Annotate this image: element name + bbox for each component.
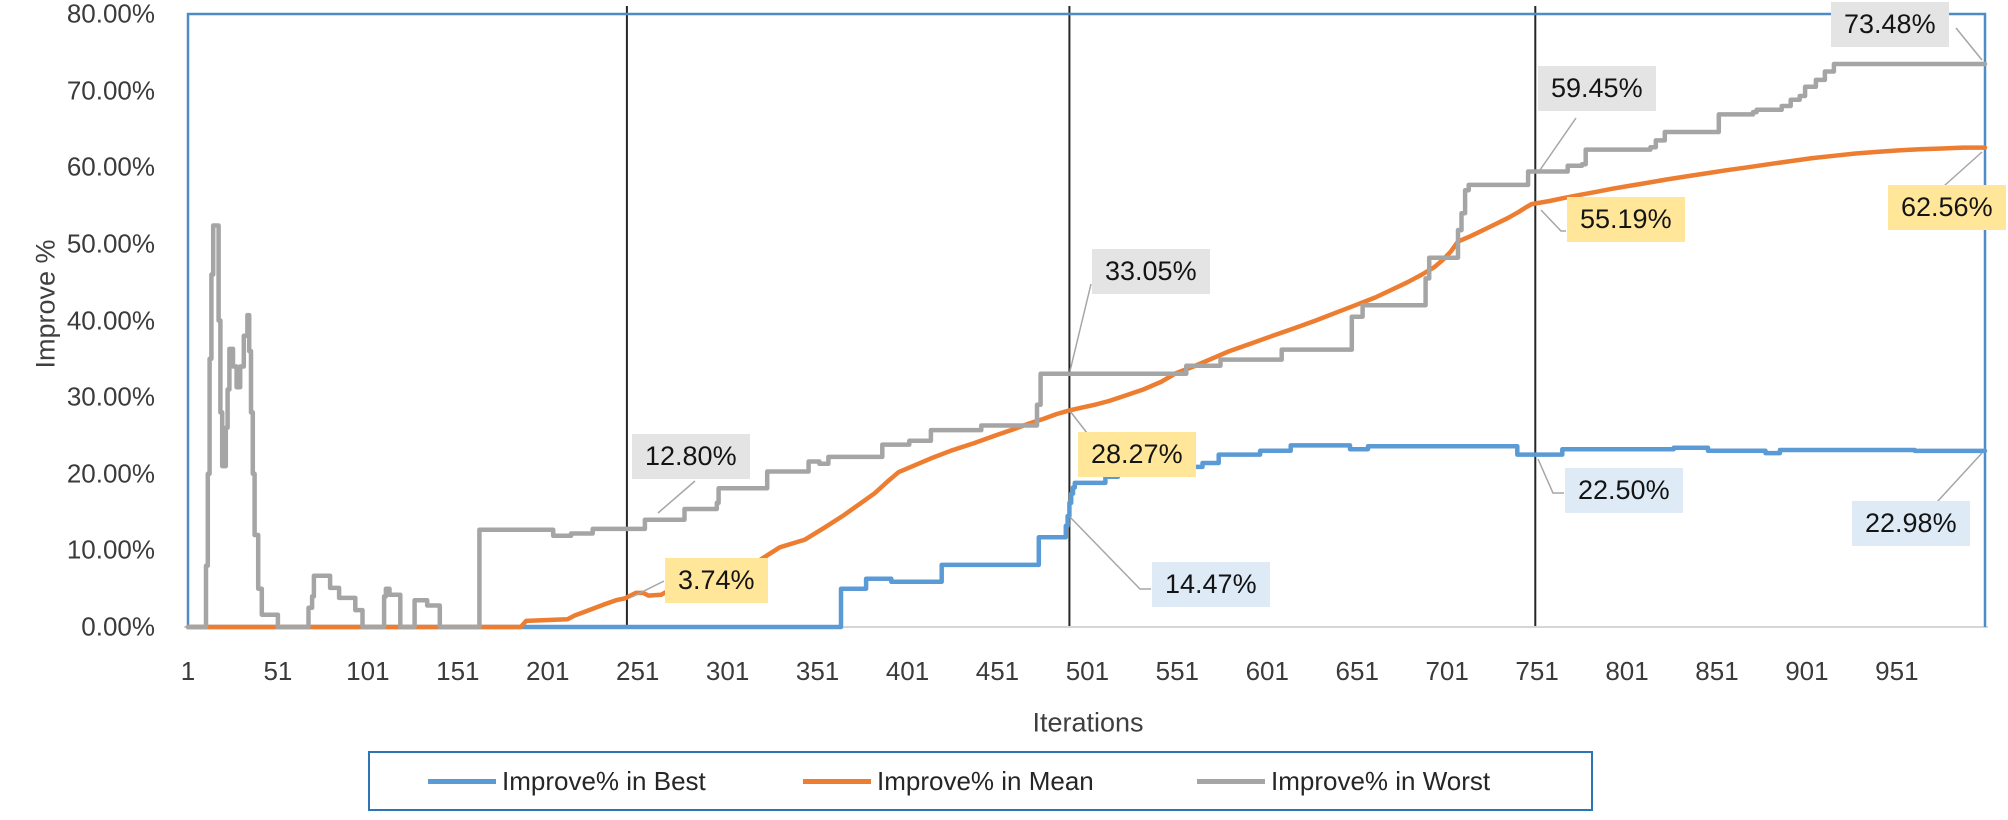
data-callout-label: 73.48%: [1831, 2, 1949, 48]
legend-item: Improve% in Mean: [803, 753, 1094, 809]
legend-label: Improve% in Mean: [877, 765, 1094, 796]
x-tick-label: 601: [1245, 656, 1289, 686]
y-tick-label: 20.00%: [66, 458, 155, 489]
data-callout-label: 59.45%: [1538, 66, 1656, 112]
legend-swatch-worst-line: [1197, 778, 1265, 784]
x-tick-label: 251: [615, 656, 660, 686]
data-callout-label: 22.50%: [1565, 468, 1683, 514]
x-tick-label: 651: [1335, 656, 1379, 686]
x-tick-label: 951: [1875, 656, 1919, 686]
y-tick-label: 30.00%: [66, 381, 155, 412]
y-tick-label: 50.00%: [66, 228, 155, 259]
x-tick-label: 701: [1425, 656, 1469, 686]
x-tick-label: 551: [1155, 656, 1200, 686]
callout-leader-line: [1540, 209, 1566, 232]
data-callout-label: 28.27%: [1078, 432, 1196, 478]
legend-label: Improve% in Worst: [1271, 765, 1491, 796]
legend-label: Improve% in Best: [502, 765, 706, 796]
series-line-improve-in-mean: [185, 145, 1988, 630]
data-callout-label: 55.19%: [1567, 197, 1685, 243]
y-tick-label: 0.00%: [81, 611, 155, 642]
x-tick-label: 901: [1785, 656, 1829, 686]
data-callout-label: 62.56%: [1888, 185, 2006, 231]
y-tick-label: 40.00%: [66, 305, 155, 335]
x-tick-label: 351: [795, 656, 840, 686]
x-tick-label: 501: [1065, 656, 1110, 686]
x-tick-label: 801: [1605, 656, 1649, 686]
callout-leader-line: [1069, 283, 1092, 372]
x-tick-label: 201: [526, 656, 570, 686]
chart-legend: Improve% in Best Improve% in Mean Improve%…: [368, 751, 1593, 811]
callout-leader-line: [1955, 27, 1983, 61]
callout-leader-line: [631, 580, 665, 598]
plot-area-border: [186, 12, 1987, 627]
y-axis-title: Improve %: [30, 239, 61, 369]
x-tick-label: 151: [436, 656, 480, 686]
y-tick-label: 70.00%: [66, 75, 155, 106]
callout-leader-line: [657, 480, 696, 514]
x-tick-label: 1: [180, 656, 196, 686]
callout-leader-line: [1069, 410, 1088, 434]
x-tick-label: 301: [705, 656, 750, 686]
x-tick-label: 851: [1695, 656, 1739, 686]
data-callout-label: 12.80%: [632, 434, 750, 480]
legend-item: Improve% in Worst: [1197, 753, 1490, 809]
legend-swatch-best-line: [428, 778, 496, 784]
series-line-improve-in-worst: [185, 61, 1988, 630]
x-tick-label: 451: [975, 656, 1020, 686]
callout-leader-line: [1936, 452, 1983, 503]
x-axis-title: Iterations: [1032, 707, 1144, 738]
data-callout-label: 14.47%: [1152, 562, 1270, 608]
x-tick-label: 751: [1515, 656, 1559, 686]
x-tick-label: 51: [263, 656, 293, 686]
callout-leader-line: [1069, 516, 1151, 590]
legend-item: Improve% in Best: [428, 753, 706, 809]
x-tick-label: 401: [885, 656, 930, 686]
legend-swatch-mean-line: [803, 778, 871, 784]
data-callout-label: 3.74%: [665, 558, 768, 604]
callout-leader-line: [1943, 151, 1983, 187]
y-tick-label: 10.00%: [66, 534, 155, 565]
x-tick-label: 101: [346, 656, 390, 686]
data-callout-label: 22.98%: [1852, 501, 1970, 547]
y-tick-label: 60.00%: [66, 151, 155, 182]
callout-leader-line: [1537, 458, 1564, 494]
callout-leader-line: [1539, 117, 1577, 171]
y-tick-label: 80.00%: [66, 0, 155, 29]
data-callout-label: 33.05%: [1092, 249, 1210, 295]
